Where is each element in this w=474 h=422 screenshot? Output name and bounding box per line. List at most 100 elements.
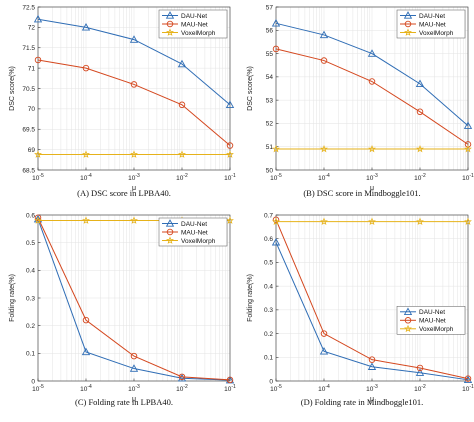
series-line	[275, 242, 469, 381]
y-tick-label: 0.3	[26, 295, 35, 302]
y-tick-label: 0.6	[264, 236, 273, 243]
y-tick-label: 0.4	[26, 268, 35, 275]
data-point	[320, 144, 328, 153]
data-point	[464, 217, 472, 225]
y-tick-label: 0.4	[264, 283, 273, 290]
data-point	[319, 347, 329, 355]
data-point	[463, 375, 473, 383]
y-tick-label: 0.5	[264, 260, 273, 267]
data-point	[319, 30, 329, 39]
y-tick-label: 52	[266, 121, 274, 128]
data-point	[464, 144, 472, 153]
chart-panel-3: 0 0.1 0.2 0.3 0.4 0.5 0.6 10-5 10-4 10-3 10-2 10-1 μ…	[9, 212, 236, 407]
data-point	[34, 56, 42, 64]
y-tick-label: 72.5	[22, 4, 35, 11]
x-tick-label: 10-5	[270, 173, 282, 182]
data-point	[226, 216, 234, 224]
data-point	[367, 362, 377, 370]
panel-caption: (B) DSC score in Mindboggle101.	[303, 188, 420, 198]
panel-caption: (C) Folding rate in LPBA40.	[75, 397, 173, 407]
data-point	[130, 352, 138, 360]
x-tick-label: 10-4	[318, 384, 330, 393]
data-point	[177, 59, 187, 68]
x-axis-label: μ	[370, 185, 374, 192]
y-tick-label: 0.1	[264, 355, 273, 362]
data-point	[33, 14, 43, 23]
data-point	[129, 364, 139, 372]
x-tick-label: 10-1	[462, 384, 474, 393]
legend-swatch-marker	[403, 11, 413, 19]
y-tick-label: 56	[266, 28, 274, 35]
data-point	[272, 144, 280, 153]
series-line	[37, 217, 231, 381]
series-dau-net	[33, 214, 235, 384]
y-tick-label: 0	[31, 378, 35, 385]
legend-label: MAU-Net	[419, 21, 446, 28]
series-voxelmorph	[272, 144, 472, 153]
legend-swatch-marker	[404, 324, 412, 333]
y-tick-label: 0.2	[26, 323, 35, 330]
data-point	[130, 150, 138, 158]
data-point	[34, 216, 42, 224]
data-point	[320, 330, 328, 337]
data-point	[81, 347, 91, 356]
x-tick-label: 10-3	[366, 384, 378, 393]
series-dau-net	[271, 237, 473, 383]
x-tick-label: 10-1	[224, 173, 236, 182]
legend-swatch-marker	[403, 307, 413, 315]
data-point	[320, 217, 328, 225]
legend-swatch-marker	[166, 28, 174, 36]
y-tick-label: 69	[28, 147, 36, 154]
panel-caption: (D) Folding rate in Mindboggle101.	[301, 397, 424, 407]
legend-label: MAU-Net	[181, 229, 208, 236]
x-axis-label: μ	[132, 185, 136, 192]
x-tick-label: 10-5	[270, 384, 282, 393]
x-tick-label: 10-2	[176, 384, 188, 393]
legend-label: DAU-Net	[181, 13, 207, 20]
x-tick-label: 10-4	[80, 173, 92, 182]
data-point	[272, 217, 280, 225]
legend-swatch-marker	[404, 28, 412, 36]
series-mau-net	[272, 216, 472, 382]
x-tick-label: 10-2	[414, 384, 426, 393]
legend-swatch-marker	[165, 11, 175, 19]
series-line	[275, 22, 469, 127]
data-point	[130, 216, 138, 224]
data-point	[82, 216, 90, 224]
y-tick-label: 70	[28, 106, 36, 113]
series-mau-net	[272, 45, 472, 148]
legend-swatch-marker	[404, 317, 412, 324]
x-axis-label: μ	[132, 396, 136, 403]
x-tick-label: 10-5	[32, 384, 44, 393]
x-tick-label: 10-2	[176, 173, 188, 182]
y-tick-label: 0.6	[26, 212, 35, 219]
legend-swatch-marker	[166, 228, 174, 236]
y-tick-label: 71	[28, 65, 36, 72]
legend-swatch-marker	[166, 236, 174, 244]
data-point	[368, 356, 376, 363]
chart-panel-1: 68.5 69 69.5 70 70.5 71 71.5 72 72.5 10-5 10-4 10-3…	[9, 4, 236, 198]
x-tick-label: 10-3	[128, 384, 140, 393]
y-tick-label: 53	[266, 97, 274, 104]
data-point	[272, 45, 280, 53]
series-dau-net	[33, 14, 235, 108]
series-line	[37, 59, 231, 146]
data-point	[367, 49, 377, 57]
data-point	[129, 35, 139, 43]
y-tick-label: 0.7	[264, 212, 273, 219]
legend-label: DAU-Net	[181, 221, 207, 228]
x-tick-label: 10-2	[414, 173, 426, 182]
data-point	[271, 237, 281, 246]
data-point	[416, 364, 424, 372]
y-axis-label: Folding rate(%)	[9, 274, 16, 322]
x-tick-label: 10-1	[462, 173, 474, 182]
x-tick-label: 10-4	[80, 384, 92, 393]
y-tick-label: 68.5	[22, 167, 35, 174]
y-tick-label: 69.5	[22, 127, 35, 134]
y-tick-label: 72	[28, 25, 36, 32]
data-point	[178, 150, 186, 158]
